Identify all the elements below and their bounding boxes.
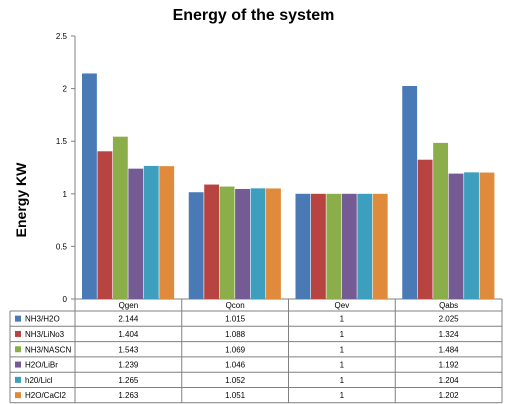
x-tick-label: Qcon [226, 301, 245, 310]
bar [341, 193, 357, 299]
chart-title: Energy of the system [172, 7, 335, 24]
data-label: 1 [340, 330, 345, 339]
data-label: 1.324 [439, 330, 460, 339]
data-label: 1 [340, 315, 345, 324]
data-label: 1 [340, 361, 345, 370]
bar [266, 188, 281, 299]
y-tick-label: 1 [63, 190, 68, 199]
data-label: 1.069 [225, 345, 246, 354]
legend-swatch [15, 315, 21, 322]
data-label: 2.144 [118, 315, 139, 324]
bar [479, 172, 495, 299]
legend-label: NH3/LiNo3 [25, 330, 65, 339]
data-label: 1.204 [439, 376, 460, 385]
data-label: 1.046 [225, 361, 246, 370]
bar [112, 136, 128, 299]
legend-label: NH3/NASCN [25, 345, 71, 354]
data-label: 1.051 [225, 391, 246, 400]
bar [433, 142, 449, 299]
data-label: 1 [340, 391, 345, 400]
legend-label: H2O/CaCl2 [25, 391, 66, 400]
data-label: 1.202 [439, 391, 460, 400]
data-label: 1 [340, 376, 345, 385]
bar [372, 193, 388, 299]
bar [417, 159, 433, 299]
data-label: 1.404 [118, 330, 139, 339]
bar [82, 73, 97, 299]
y-tick-label: 1.5 [56, 137, 68, 146]
bar [464, 172, 479, 299]
data-label: 2.025 [439, 315, 460, 324]
legend-label: h20/Licl [25, 376, 53, 385]
data-label: 1.088 [225, 330, 246, 339]
y-tick-label: 2.5 [56, 32, 68, 41]
y-tick-label: 0 [63, 295, 68, 304]
bar [97, 151, 113, 299]
bar [310, 193, 326, 299]
legend-swatch [15, 346, 21, 353]
bar [402, 85, 418, 299]
legend-label: H2O/LiBr [25, 361, 58, 370]
data-label: 1.015 [225, 315, 246, 324]
y-tick-label: 2 [63, 85, 68, 94]
legend-swatch [15, 392, 21, 399]
data-label: 1 [340, 345, 345, 354]
bar [235, 188, 250, 299]
bar [204, 184, 220, 299]
x-tick-label: Qev [335, 301, 350, 310]
bar [143, 165, 159, 299]
x-tick-label: Qgen [119, 301, 139, 310]
bar [188, 192, 204, 299]
data-label: 1.265 [118, 376, 139, 385]
legend-label: NH3/H2O [25, 315, 60, 324]
bar [159, 166, 175, 299]
legend-swatch [15, 376, 21, 383]
bar [219, 186, 235, 299]
bar [250, 188, 266, 299]
bar [295, 193, 311, 299]
bar [448, 173, 464, 299]
data-label: 1.192 [439, 361, 460, 370]
bar [326, 193, 342, 299]
bar [128, 168, 144, 299]
data-label: 1.263 [118, 391, 139, 400]
x-tick-label: Qabs [439, 301, 458, 310]
data-label: 1.543 [118, 345, 139, 354]
data-label: 1.239 [118, 361, 139, 370]
legend-swatch [15, 330, 21, 337]
bar [357, 193, 373, 299]
data-label: 1.484 [439, 345, 460, 354]
legend-swatch [15, 361, 21, 368]
y-tick-label: 0.5 [56, 242, 68, 251]
data-label: 1.052 [225, 376, 246, 385]
